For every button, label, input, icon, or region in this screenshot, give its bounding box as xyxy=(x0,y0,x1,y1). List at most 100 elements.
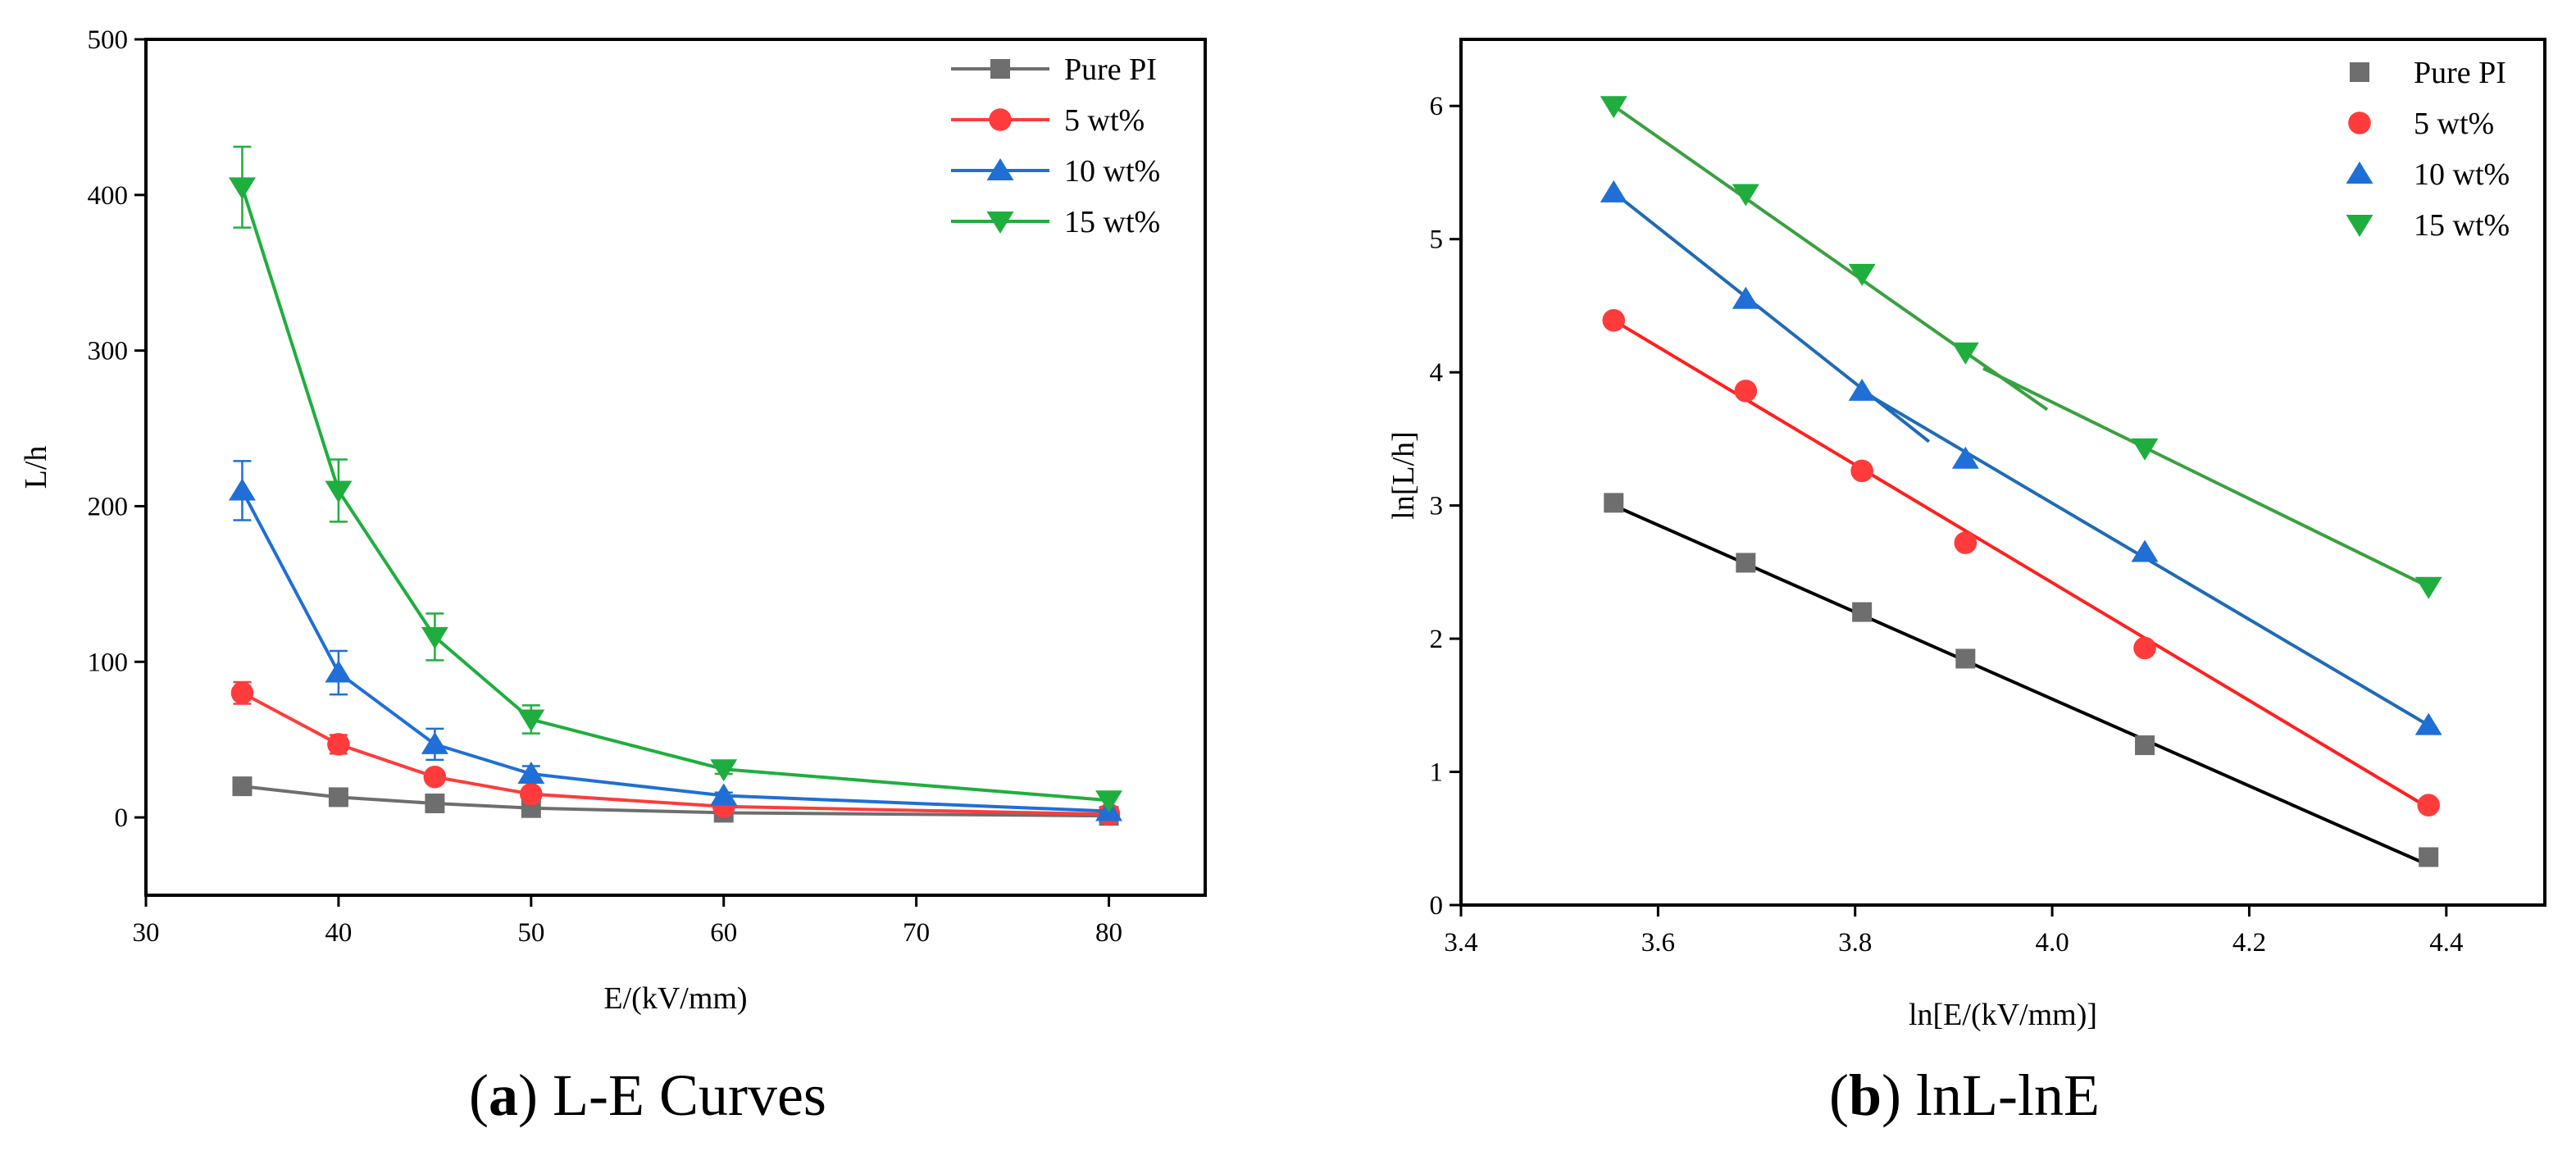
panel-b-legend-label: Pure PI xyxy=(2414,56,2506,90)
panel-b-data-point xyxy=(1604,493,1624,513)
panel-a-caption-close: ) xyxy=(518,1062,538,1128)
panel-a-data-point xyxy=(232,776,253,797)
panel-a-data-point xyxy=(230,681,254,705)
panel-a-axes: 30 40 50 60 70 80 0 100 200 300 400 500 xyxy=(88,25,1123,948)
panel-b-series xyxy=(1600,96,2442,867)
panel-b-caption-letter: b xyxy=(1849,1062,1882,1128)
panel-a-legend-label: 10 wt% xyxy=(1064,154,1160,189)
panel-b-data-point xyxy=(2135,735,2155,756)
panel-a-caption-letter: a xyxy=(489,1062,518,1128)
panel-b-data-point xyxy=(1955,648,1976,669)
panel-b-x-tick-label: 3.8 xyxy=(1838,928,1872,958)
panel-a-y-tick-label: 200 xyxy=(88,492,129,521)
panel-b-y-tick-label: 6 xyxy=(1430,92,1444,121)
panel-a-series-2 xyxy=(228,460,1123,821)
panel-b-data-point xyxy=(2414,576,2442,599)
panel-b-data-point xyxy=(2131,438,2159,461)
panel-b-x-tick-label: 3.6 xyxy=(1641,928,1675,958)
panel-a-x-tick-label: 80 xyxy=(1095,918,1122,948)
panel-b-caption-open: ( xyxy=(1829,1062,1849,1128)
panel-b-data-point xyxy=(1852,602,1873,622)
panel-a-legend-label: Pure PI xyxy=(1064,52,1157,87)
panel-a-y-axis-title: L/h xyxy=(19,446,53,489)
panel-b-data-point xyxy=(2414,712,2442,735)
panel-a-series-line xyxy=(240,489,1109,813)
panel-b-data-point xyxy=(1848,263,1876,286)
panel-a-legend: Pure PI 5 wt% 10 wt% 15 wt% xyxy=(951,52,1160,239)
panel-b-data-point xyxy=(1954,531,1978,554)
panel-a-series xyxy=(228,145,1123,826)
panel-a-data-point xyxy=(421,731,448,754)
panel-a-legend-marker xyxy=(990,59,1010,79)
panel-a-data-point xyxy=(327,733,350,756)
panel-a-y-tick-label: 0 xyxy=(115,803,129,833)
panel-b-y-tick-label: 1 xyxy=(1430,758,1444,788)
panel-b-y-tick-label: 5 xyxy=(1430,225,1444,255)
panel-a-x-tick-label: 50 xyxy=(517,918,544,948)
panel-b-data-point xyxy=(1850,459,1873,483)
panel-a-caption: (a) L-E Curves xyxy=(469,1062,826,1128)
panel-a-data-point xyxy=(423,765,447,789)
panel-a-series-3 xyxy=(228,145,1123,813)
panel-a-data-point xyxy=(710,783,738,806)
panel-b-data-point xyxy=(1600,180,1627,202)
panel-b-frame xyxy=(1459,38,2546,907)
panel-b-y-tick-label: 2 xyxy=(1430,625,1444,654)
panel-b-data-point xyxy=(1736,553,1756,573)
panel-a-data-point xyxy=(517,761,545,784)
panel-a-data-point xyxy=(517,709,545,732)
panel-b-y-tick-label: 3 xyxy=(1430,492,1444,521)
panel-b-data-point xyxy=(1951,342,1979,365)
panel-b-data-point xyxy=(1951,446,1979,469)
panel-b-data-point xyxy=(2131,539,2159,562)
panel-b-x-tick-label: 4.0 xyxy=(2035,928,2069,958)
panel-a-data-point xyxy=(710,759,738,782)
panel-b-axes: 3.4 3.6 3.8 4.0 4.2 4.4 0 1 2 3 4 5 6 xyxy=(1430,92,2464,958)
panel-b-y-tick-label: 0 xyxy=(1430,891,1444,921)
panel-b-legend-label: 15 wt% xyxy=(2414,208,2510,243)
panel-a-legend-marker xyxy=(986,158,1014,180)
panel-a-x-axis-title: E/(kV/mm) xyxy=(603,981,747,1016)
panel-a-legend-marker xyxy=(986,212,1014,234)
panel-a-frame xyxy=(144,38,1207,897)
panel-a-legend-label: 15 wt% xyxy=(1064,205,1160,239)
panel-b-y-axis-title: ln[L/h] xyxy=(1386,431,1421,520)
panel-a-legend-label: 5 wt% xyxy=(1064,103,1145,138)
panel-b-series-1 xyxy=(1602,308,2440,817)
panel-b-x-tick-label: 4.2 xyxy=(2232,928,2266,958)
panel-a-x-tick-label: 60 xyxy=(710,918,737,948)
panel-a-data-point xyxy=(325,480,353,503)
panel-b-caption-close: ) xyxy=(1882,1062,1901,1128)
panel-b-data-point xyxy=(2419,847,2439,867)
panel-b-data-point xyxy=(1600,96,1627,119)
panel-b-series-2 xyxy=(1600,180,2442,735)
panel-a-x-tick-label: 30 xyxy=(133,918,160,948)
panel-a-caption-open: ( xyxy=(469,1062,489,1128)
panel-b-caption: (b) lnL-lnE xyxy=(1829,1062,2100,1128)
panel-b-legend-marker xyxy=(2348,111,2371,134)
panel-b-x-tick-label: 3.4 xyxy=(1444,928,1477,958)
panel-b-y-tick-label: 4 xyxy=(1430,358,1444,388)
panel-a-data-point xyxy=(325,660,353,683)
panel-a-chart: 30 40 50 60 70 80 0 100 200 300 400 500 E/(kV/mm) L… xyxy=(19,25,1207,1128)
panel-b-data-point xyxy=(1602,308,1626,332)
panel-b-x-axis-title: ln[E/(kV/mm)] xyxy=(1909,998,2097,1032)
panel-a-x-tick-label: 40 xyxy=(325,918,352,948)
panel-b-data-point xyxy=(1848,378,1876,401)
panel-a-data-point xyxy=(421,626,448,649)
panel-b-fit-line xyxy=(1982,366,2430,589)
panel-a-series-line xyxy=(242,785,1109,818)
panel-b-data-point xyxy=(1732,286,1759,309)
panel-b-legend-label: 5 wt% xyxy=(2414,107,2494,141)
panel-b-legend-marker xyxy=(2346,162,2373,184)
panel-a-y-tick-label: 100 xyxy=(88,648,129,677)
panel-b-data-point xyxy=(2417,794,2440,817)
panel-a-x-tick-label: 70 xyxy=(903,918,930,948)
panel-b-legend-marker xyxy=(2350,62,2369,82)
panel-a-data-point xyxy=(1095,790,1123,813)
panel-a-data-point xyxy=(328,787,348,808)
panel-a-series-line xyxy=(240,186,1109,803)
panel-a-data-point xyxy=(520,782,543,806)
